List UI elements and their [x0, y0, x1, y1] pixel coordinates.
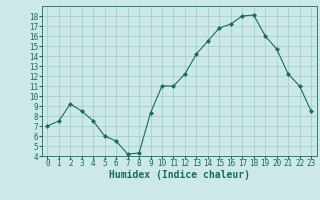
X-axis label: Humidex (Indice chaleur): Humidex (Indice chaleur) — [109, 170, 250, 180]
